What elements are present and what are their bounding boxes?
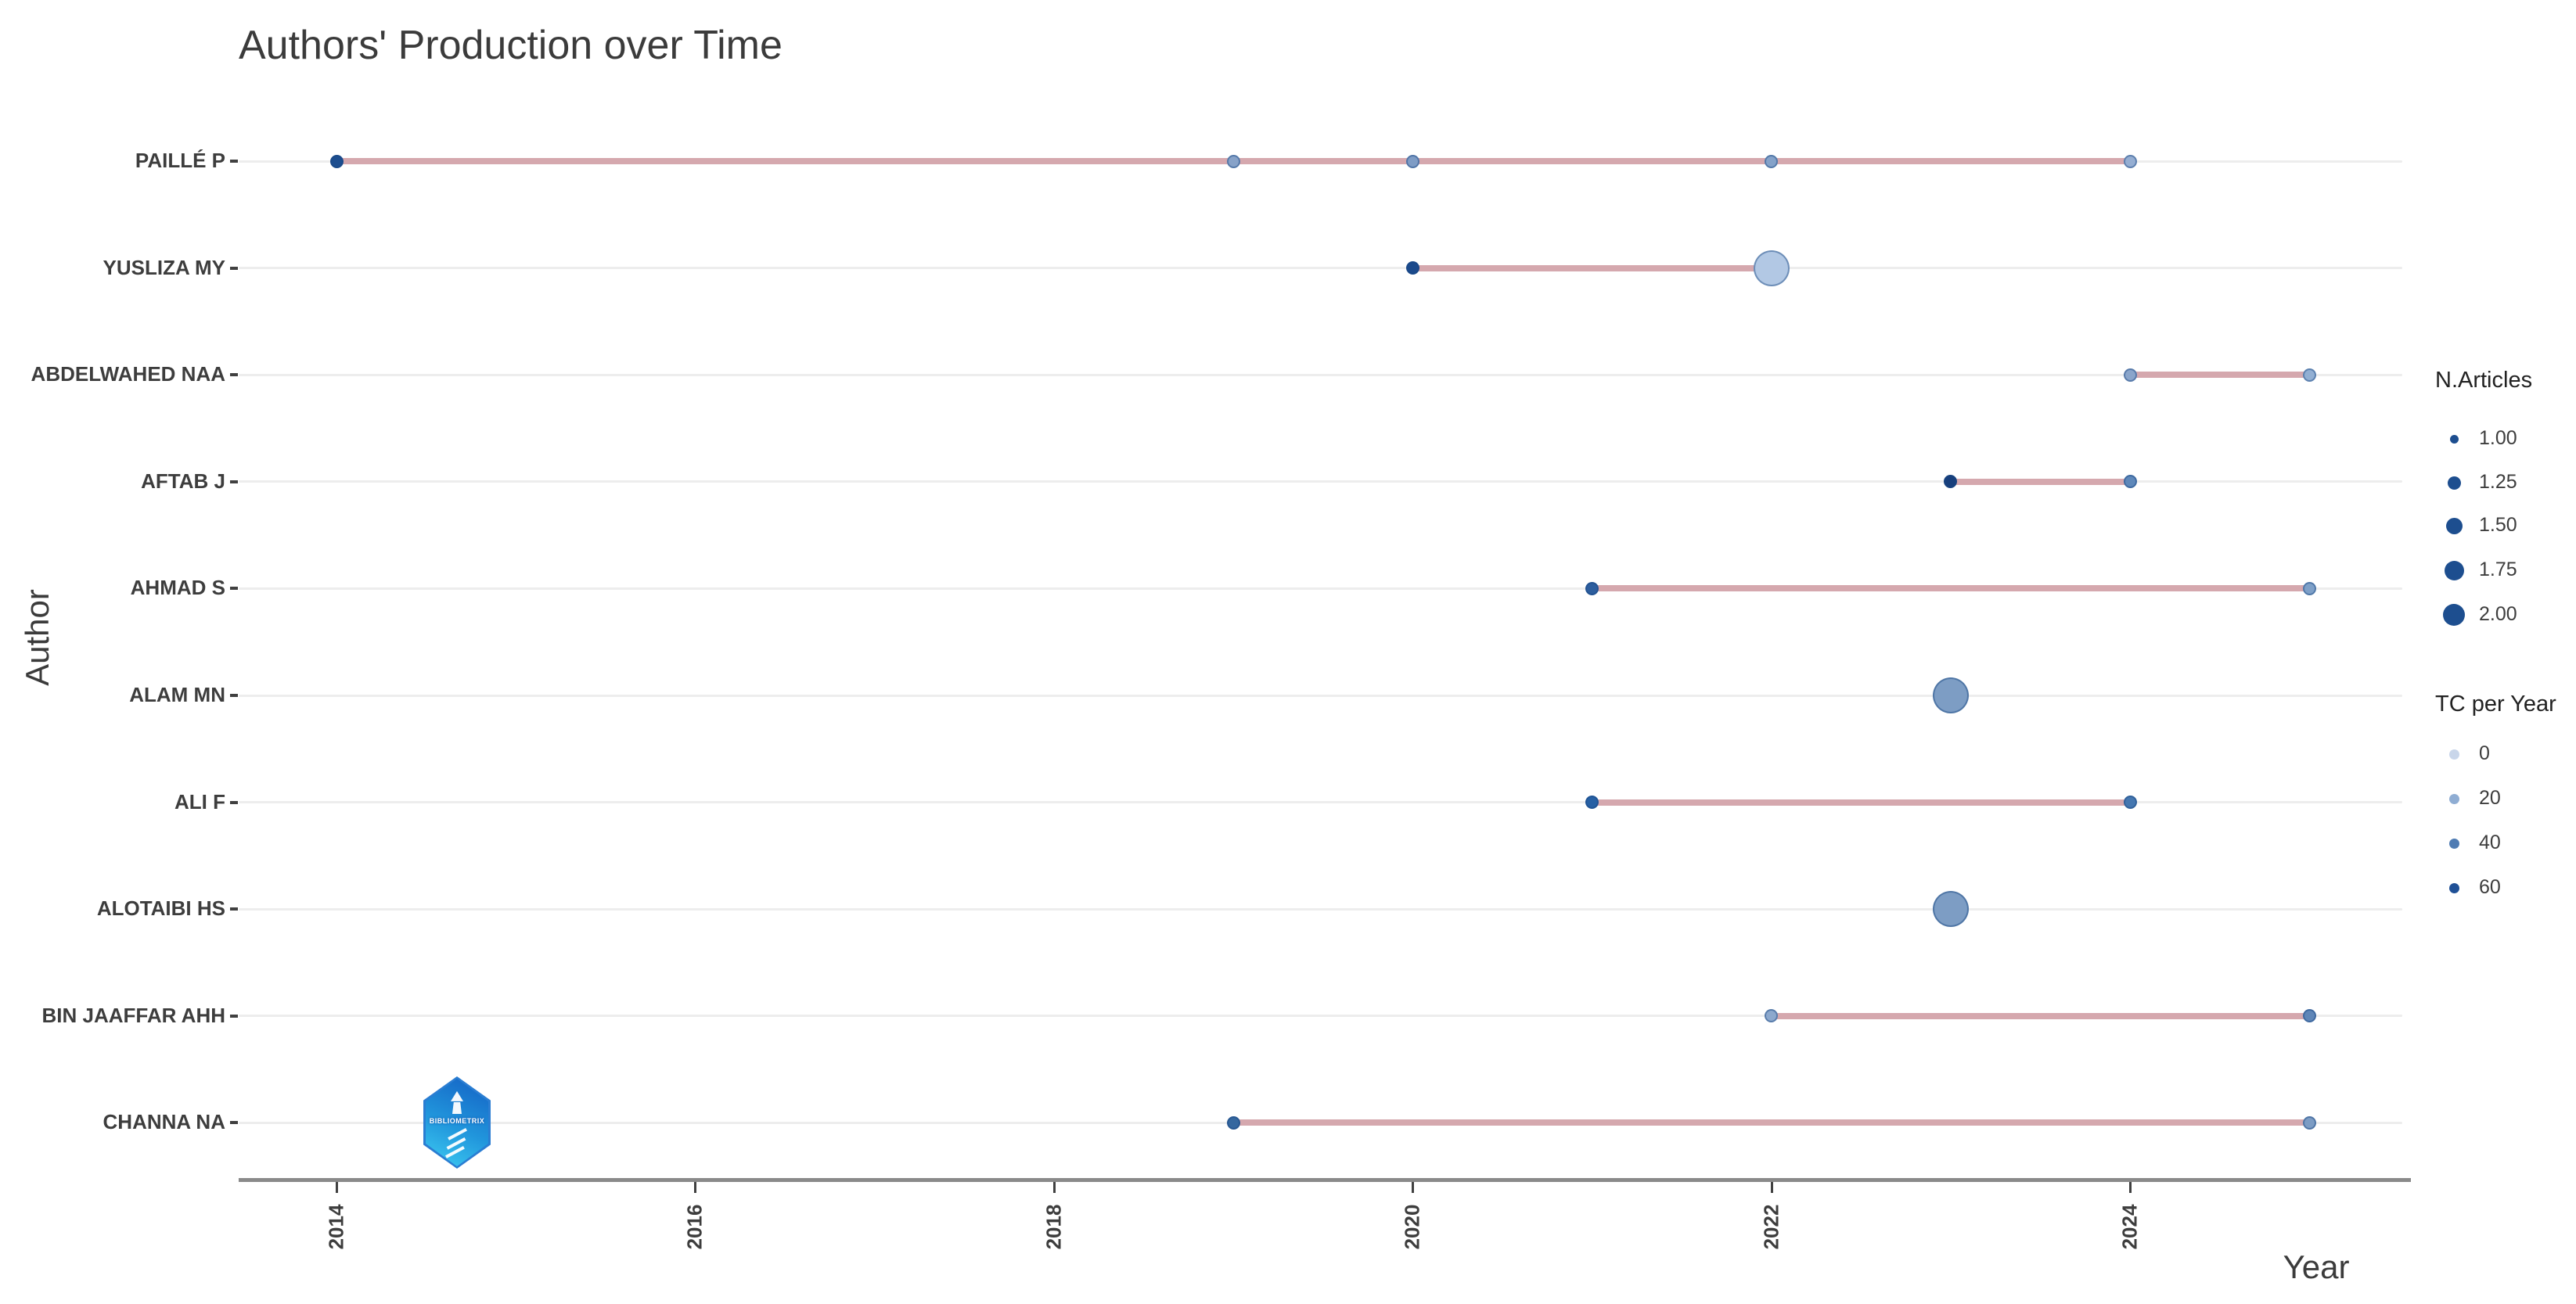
activity-line-segment — [1771, 1012, 2310, 1019]
data-point[interactable] — [1765, 154, 1779, 168]
data-point[interactable] — [1932, 891, 1969, 928]
activity-line-segment — [1592, 585, 2310, 592]
y-axis-tick — [230, 160, 238, 163]
legend-color-label: 40 — [2479, 832, 2501, 853]
x-axis-tick — [1770, 1182, 1773, 1193]
activity-line-segment — [1950, 478, 2130, 485]
activity-line-segment — [1592, 799, 2130, 806]
legend-size-label: 1.00 — [2479, 427, 2517, 449]
y-axis-tick — [230, 373, 238, 377]
author-label: ALI F — [174, 789, 225, 814]
legend-color-dot — [2448, 838, 2459, 849]
activity-line-segment — [1233, 1119, 2310, 1126]
x-axis-line — [239, 1178, 2411, 1182]
data-point[interactable] — [2302, 1115, 2316, 1130]
author-label: AHMAD S — [130, 576, 225, 600]
data-point[interactable] — [329, 154, 344, 168]
author-label: AFTAB J — [141, 469, 225, 493]
gridline-row — [239, 373, 2402, 376]
legend-size-label: 1.50 — [2479, 514, 2517, 536]
data-point[interactable] — [1226, 1115, 1240, 1130]
data-point[interactable] — [2302, 1009, 2316, 1023]
legend-size-dot — [2447, 476, 2461, 490]
data-point[interactable] — [2123, 475, 2137, 489]
legend-color-dot — [2448, 749, 2459, 760]
data-point[interactable] — [1585, 581, 1599, 595]
legend-color-dot — [2448, 882, 2459, 893]
y-axis-tick — [230, 587, 238, 591]
y-axis-tick — [230, 800, 238, 804]
legend-size-dot — [2445, 517, 2463, 534]
x-axis-tick — [2129, 1182, 2132, 1193]
x-axis-tick — [336, 1182, 338, 1193]
legend-size-dot — [2444, 560, 2464, 580]
data-point[interactable] — [1405, 154, 1419, 168]
y-axis-tick — [230, 694, 238, 697]
legend-size-dot — [2449, 434, 2459, 444]
gridline-row — [239, 480, 2402, 483]
x-axis-tick — [694, 1182, 697, 1193]
legend-n-articles-title: N.Articles — [2435, 368, 2533, 393]
author-label: ALAM MN — [129, 683, 225, 706]
y-axis-tick — [230, 1121, 238, 1125]
legend-size-label: 1.25 — [2479, 471, 2517, 493]
author-label: PAILLÉ P — [135, 149, 225, 172]
activity-line-segment — [1412, 264, 1772, 271]
y-axis-tick — [230, 480, 238, 483]
legend-color-label: 20 — [2479, 787, 2501, 809]
author-label: ABDELWAHED NAA — [31, 362, 225, 386]
author-label: ALOTAIBI HS — [96, 896, 225, 921]
data-point[interactable] — [2302, 581, 2316, 595]
gridline-row — [239, 801, 2402, 804]
logo-text: BIBLIOMETRIX — [429, 1116, 485, 1125]
author-label: CHANNA NA — [103, 1110, 225, 1134]
bibliometrix-logo: BIBLIOMETRIX — [423, 1076, 491, 1169]
y-axis-tick — [230, 1014, 238, 1018]
gridline-row — [239, 694, 2402, 697]
legend-color-label: 60 — [2479, 876, 2501, 898]
author-label: YUSLIZA MY — [103, 255, 225, 279]
legend-color-dot — [2448, 793, 2459, 804]
data-point[interactable] — [2123, 368, 2137, 382]
chart-title: Authors' Production over Time — [239, 23, 783, 68]
gridline-row — [239, 1015, 2402, 1018]
data-point[interactable] — [1932, 677, 1969, 713]
legend-color-label: 0 — [2479, 742, 2490, 764]
data-point[interactable] — [2302, 368, 2316, 382]
author-label: BIN JAAFFAR AHH — [41, 1003, 225, 1027]
legend-size-label: 2.00 — [2479, 603, 2517, 625]
legend-size-label: 1.75 — [2479, 559, 2517, 580]
data-point[interactable] — [1753, 250, 1790, 286]
data-point[interactable] — [2123, 796, 2137, 810]
data-point[interactable] — [1405, 261, 1419, 275]
legend-tc-per-year-title: TC per Year — [2435, 692, 2556, 717]
data-point[interactable] — [1585, 796, 1599, 810]
data-point[interactable] — [1765, 1009, 1779, 1023]
y-axis-tick — [230, 907, 238, 911]
legend-size-dot — [2443, 604, 2465, 626]
x-axis-title: Year — [2283, 1248, 2350, 1285]
y-axis-tick — [230, 266, 238, 270]
activity-line-segment — [2130, 372, 2310, 379]
x-axis-tick — [1052, 1182, 1056, 1193]
gridline-row — [239, 267, 2402, 270]
gridline-row — [239, 907, 2402, 911]
data-point[interactable] — [2123, 154, 2137, 168]
data-point[interactable] — [1944, 475, 1958, 489]
x-axis-tick — [1412, 1182, 1415, 1193]
data-point[interactable] — [1226, 154, 1240, 168]
gridline-row — [239, 587, 2402, 590]
